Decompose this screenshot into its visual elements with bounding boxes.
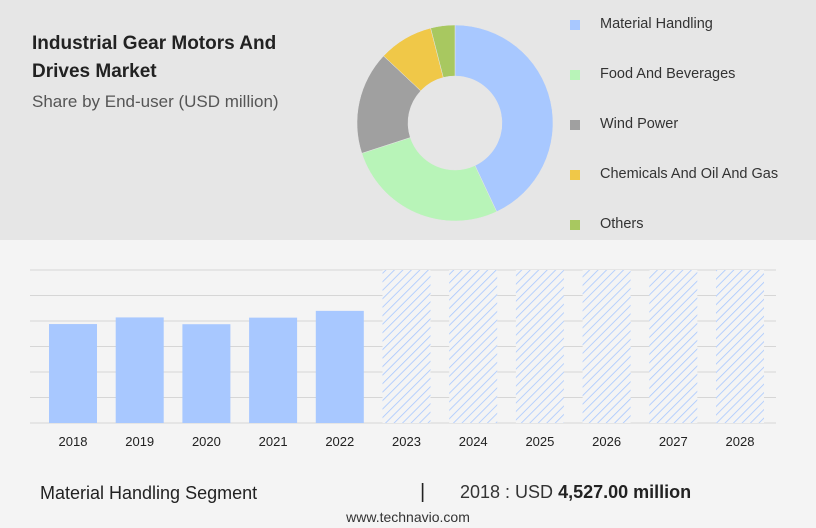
legend-label: Others [600,216,644,232]
x-tick-label: 2021 [259,434,288,449]
forecast-bar-2025 [515,270,564,423]
x-tick-label: 2020 [192,434,221,449]
forecast-bar-2026 [582,270,631,423]
legend-swatch [570,170,580,180]
forecast-bar-2027 [649,270,698,423]
x-tick-label: 2022 [325,434,354,449]
value-amount: 4,527.00 million [558,482,692,502]
legend-swatch [570,120,580,130]
bar-2018 [49,324,97,423]
chart-title: Industrial Gear Motors And Drives Market [32,33,277,82]
x-tick-label: 2026 [592,434,621,449]
bar-2020 [182,324,231,423]
bar-2021 [249,317,298,423]
donut-slice-food-and-beverages [361,137,498,222]
x-tick-label: 2028 [726,434,755,449]
footer-separator: | [420,481,426,503]
forecast-bar-2024 [449,270,498,423]
legend-swatch [570,220,580,230]
legend-label: Material Handling [600,16,713,32]
donut-slice-others [430,24,456,78]
donut-chart [356,24,554,222]
legend-swatch [570,70,580,80]
x-tick-label: 2019 [125,434,154,449]
forecast-bar-2023 [382,270,431,423]
year-label: 2018 : USD [460,482,554,502]
x-tick-label: 2027 [659,434,688,449]
x-tick-label: 2018 [59,434,88,449]
header-panel: Industrial Gear Motors And Drives Market… [0,0,816,240]
legend-label: Wind Power [600,116,679,132]
legend-swatch [570,20,580,30]
bar-2022 [315,310,364,423]
segment-value: 2018 : USD 4,527.00 million [460,482,691,503]
legend-label: Food And Beverages [600,66,736,82]
bar-chart: 2018 2019 2020 2021 2022 2023 2024 2025 2026 2027… [30,269,776,449]
x-tick-label: 2025 [525,434,554,449]
segment-label: Material Handling Segment [40,483,258,503]
forecast-bar-2028 [716,270,764,423]
legend-label: Chemicals And Oil And Gas [600,166,779,182]
chart-subtitle: Share by End-user (USD million) [32,92,279,111]
x-tick-label: 2023 [392,434,421,449]
donut-slice-material-handling [454,24,554,213]
x-tick-label: 2024 [459,434,488,449]
bar-2019 [115,317,164,423]
site-link[interactable]: www.technavio.com [346,509,470,525]
